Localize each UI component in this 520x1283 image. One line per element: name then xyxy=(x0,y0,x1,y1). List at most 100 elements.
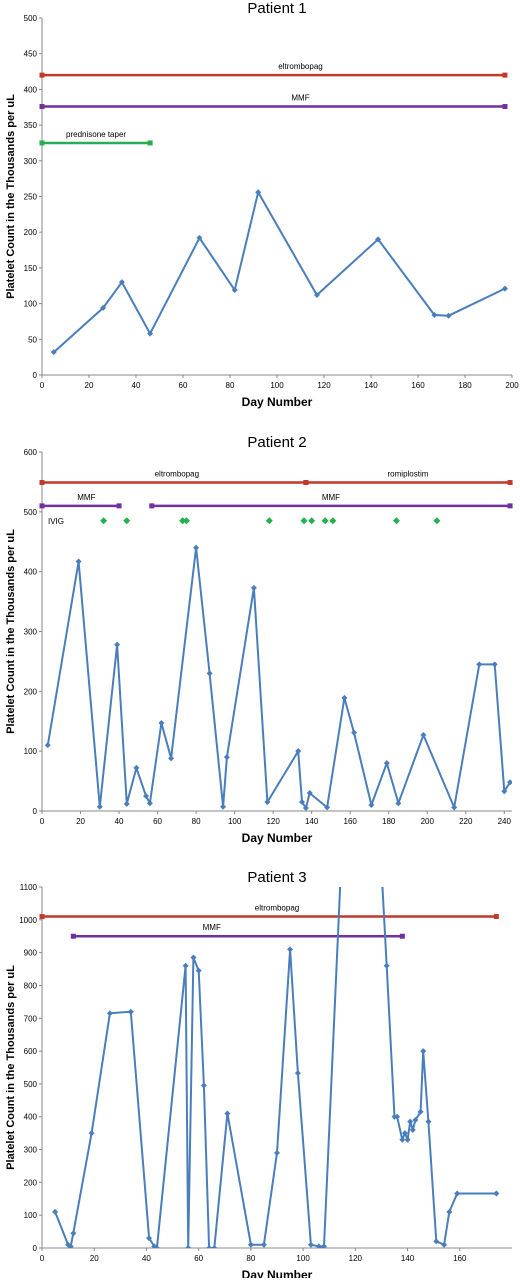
x-tick-label: 120 xyxy=(266,817,280,826)
data-point xyxy=(247,1241,254,1248)
ivig-marker xyxy=(300,517,308,525)
x-tick-label: 20 xyxy=(90,1254,99,1263)
data-point xyxy=(195,967,202,974)
data-point xyxy=(147,330,154,337)
x-tick-label: 40 xyxy=(132,381,141,390)
treatment-bar-end xyxy=(116,503,122,509)
data-point xyxy=(395,800,402,807)
ivig-marker xyxy=(329,517,337,525)
data-point xyxy=(401,1130,408,1137)
chart-patient-1: Patient 1 0 50 100 150 200 250 300 350 400 450 500 0… xyxy=(0,0,520,420)
data-point xyxy=(446,1208,453,1215)
marker-label: IVIG xyxy=(48,517,64,526)
y-tick-label: 400 xyxy=(24,85,38,94)
x-tick-label: 80 xyxy=(246,1254,255,1263)
data-point xyxy=(287,946,294,953)
data-point xyxy=(425,1118,432,1125)
data-point xyxy=(420,732,427,739)
data-point xyxy=(88,1130,95,1137)
y-axis-label: Platelet Count in the Thousands per uL xyxy=(5,94,17,299)
x-tick-label: 100 xyxy=(270,381,284,390)
data-point xyxy=(454,1190,461,1197)
treatment-bar-end xyxy=(502,104,508,110)
data-point xyxy=(96,803,103,810)
chart-svg: Patient 30100200300400500600700800900100… xyxy=(5,869,512,1282)
data-point xyxy=(52,1208,59,1215)
data-point xyxy=(399,1136,406,1143)
data-point xyxy=(143,793,150,800)
ivig-marker xyxy=(433,517,441,525)
y-axis-label: Platelet Count in the Thousands per uL xyxy=(5,529,17,734)
data-point xyxy=(451,804,458,811)
y-tick-label: 500 xyxy=(24,14,38,23)
data-point xyxy=(324,804,331,811)
ivig-marker xyxy=(123,517,131,525)
y-tick-label: 200 xyxy=(24,228,38,237)
y-tick-label: 700 xyxy=(24,1014,38,1023)
ivig-marker xyxy=(100,517,108,525)
data-point xyxy=(507,779,512,786)
data-point xyxy=(501,285,508,292)
data-point xyxy=(168,755,175,762)
data-point xyxy=(146,800,153,807)
x-tick-label: 80 xyxy=(192,817,201,826)
data-point xyxy=(250,584,257,591)
x-tick-label: 160 xyxy=(344,817,358,826)
data-point xyxy=(100,304,107,311)
x-tick-label: 180 xyxy=(458,381,472,390)
data-point xyxy=(476,661,483,668)
ivig-marker xyxy=(182,517,190,525)
chart-title: Patient 3 xyxy=(247,869,306,886)
y-tick-label: 450 xyxy=(24,50,38,59)
y-tick-label: 200 xyxy=(24,687,38,696)
y-tick-label: 100 xyxy=(24,747,38,756)
data-point xyxy=(299,799,306,806)
x-tick-label: 160 xyxy=(453,1254,467,1263)
data-point xyxy=(255,189,262,196)
treatment-bar-end xyxy=(39,72,45,78)
ivig-marker xyxy=(392,517,400,525)
y-tick-label: 100 xyxy=(24,300,38,309)
data-point xyxy=(231,287,238,294)
y-tick-label: 300 xyxy=(24,628,38,637)
x-axis-label: Day Number xyxy=(242,395,313,409)
ivig-marker xyxy=(179,517,187,525)
data-point xyxy=(321,1243,327,1248)
treatment-bar-end xyxy=(507,480,513,486)
series-group xyxy=(50,189,508,356)
chart-title: Patient 2 xyxy=(247,434,306,451)
y-tick-label: 250 xyxy=(24,193,38,202)
x-tick-label: 0 xyxy=(40,817,45,826)
data-point xyxy=(433,1238,440,1245)
x-tick-label: 80 xyxy=(226,381,235,390)
data-point xyxy=(274,1149,280,1156)
data-point xyxy=(190,954,197,961)
y-tick-label: 200 xyxy=(24,1178,38,1187)
y-tick-label: 600 xyxy=(24,1047,38,1056)
x-tick-label: 140 xyxy=(305,817,319,826)
data-point xyxy=(394,1113,401,1120)
data-point xyxy=(420,1048,427,1055)
chart-svg: Patient 1 0 50 100 150 200 250 300 350 400 450 500 0… xyxy=(5,0,519,409)
data-point xyxy=(153,1245,160,1248)
data-point xyxy=(193,544,200,551)
x-tick-label: 160 xyxy=(411,381,425,390)
series-group xyxy=(52,887,500,1248)
treatment-bar-end xyxy=(493,914,499,920)
treatment-bar-end xyxy=(39,480,45,486)
data-point xyxy=(264,799,271,806)
x-tick-label: 140 xyxy=(401,1254,415,1263)
series-line xyxy=(46,547,511,811)
data-point xyxy=(375,236,382,243)
data-point xyxy=(75,558,82,565)
y-tick-label: 150 xyxy=(24,264,38,273)
treatment-label: MMF xyxy=(203,923,221,932)
data-point xyxy=(412,1117,419,1124)
data-point xyxy=(417,1108,424,1115)
ivig-marker xyxy=(321,517,329,525)
data-point xyxy=(295,748,302,755)
y-tick-label: 400 xyxy=(24,1113,38,1122)
y-tick-label: 100 xyxy=(24,1211,38,1220)
treatment-label: eltrombopag xyxy=(278,62,322,71)
y-tick-label: 300 xyxy=(24,157,38,166)
